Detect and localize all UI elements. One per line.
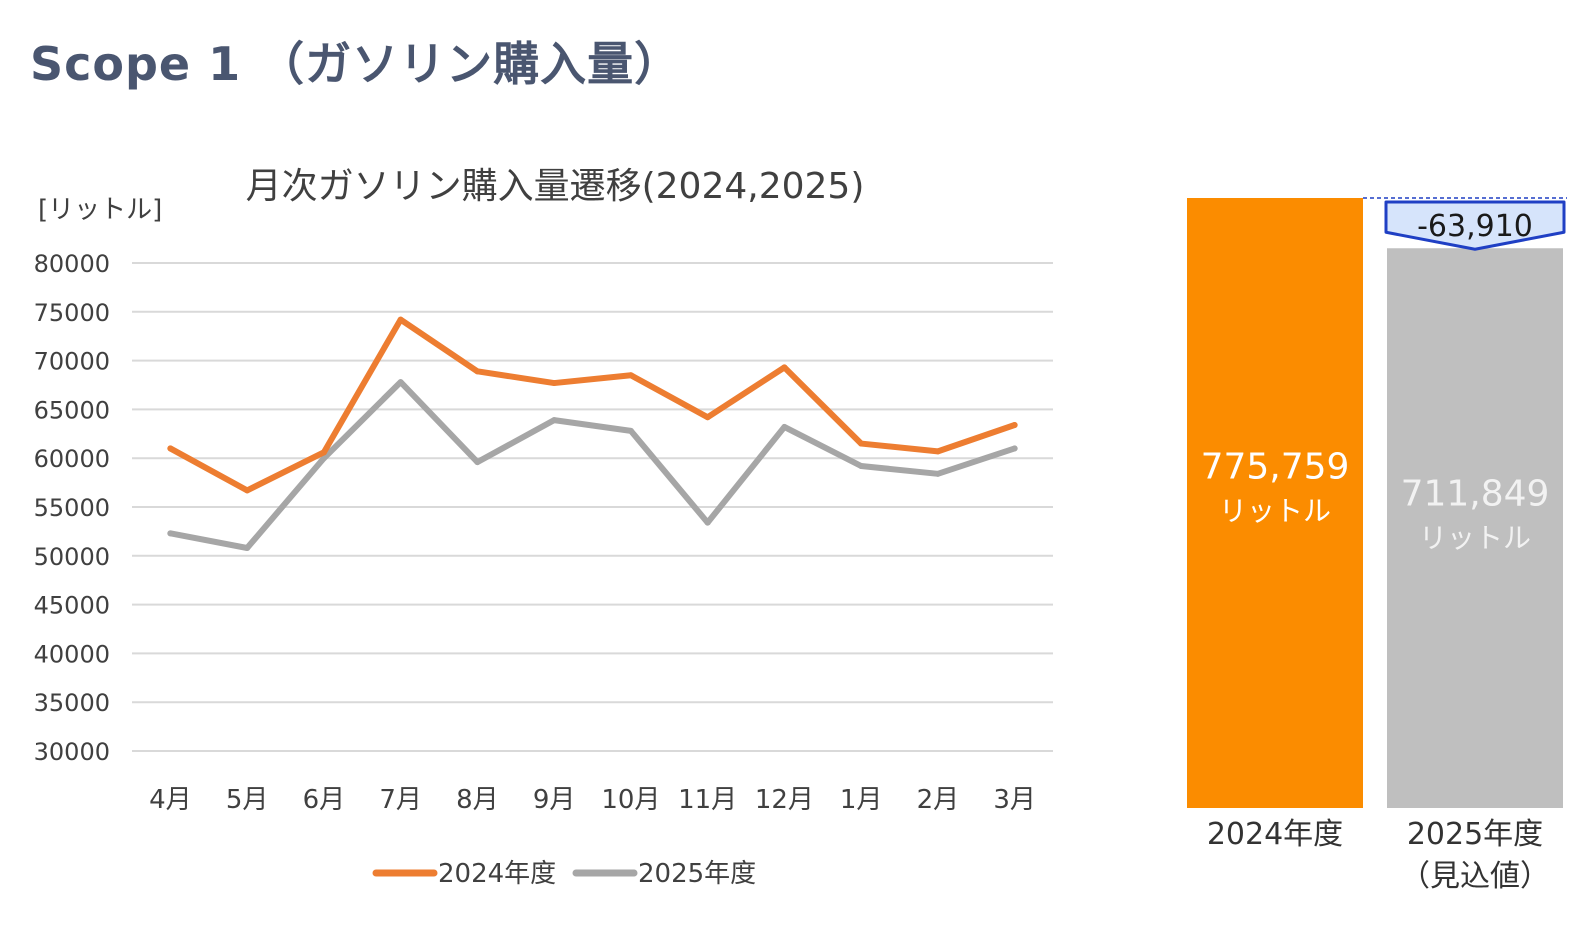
x-tick-label: 3月 (993, 785, 1036, 815)
data-point (551, 380, 558, 387)
data-point (474, 459, 481, 466)
data-point (781, 423, 788, 430)
x-tick-label: 11月 (678, 785, 737, 815)
y-tick-label: 40000 (34, 640, 110, 668)
line-chart: 月次ガソリン購入量遷移(2024,2025) [リットル] 80000 75000 70… (34, 166, 1053, 889)
y-tick-label: 50000 (34, 543, 110, 571)
data-point (704, 519, 711, 526)
data-point (167, 445, 174, 452)
bar-2025年度 (1387, 248, 1563, 808)
data-point (397, 379, 404, 386)
bar-value-label: 775,759 (1201, 447, 1350, 488)
difference-callout (1384, 200, 1566, 251)
legend: 2024年度 2025年度 (372, 859, 756, 889)
data-point (474, 368, 481, 375)
x-tick-label: 7月 (379, 785, 422, 815)
x-tick-label: 12月 (755, 785, 814, 815)
data-point (1011, 422, 1018, 429)
bar-category-label: 2025年度 (1407, 817, 1543, 852)
data-point (244, 487, 251, 494)
y-tick-label: 45000 (34, 592, 110, 620)
data-point (320, 449, 327, 456)
data-point (627, 427, 634, 434)
data-point (1011, 445, 1018, 452)
y-tick-label: 70000 (34, 348, 110, 376)
annual-bar-chart: 775,759 リットル 2024年度 711,849 リットル 2025年度 （見込値） -… (1187, 197, 1567, 894)
data-point (858, 440, 865, 447)
y-tick-label: 80000 (34, 250, 110, 278)
x-tick-label: 8月 (456, 785, 499, 815)
y-tick-label: 30000 (34, 738, 110, 766)
y-tick-label: 75000 (34, 299, 110, 327)
legend-label: 2025年度 (638, 859, 756, 889)
bar-unit-label: リットル (1219, 495, 1331, 528)
gridlines (132, 262, 1053, 752)
y-tick-label: 65000 (34, 396, 110, 424)
data-point (858, 463, 865, 470)
series-line-2025年度 (167, 379, 1018, 551)
x-tick-label: 6月 (303, 785, 346, 815)
y-tick-label: 55000 (34, 494, 110, 522)
data-point (934, 470, 941, 477)
legend-label: 2024年度 (438, 859, 556, 889)
x-tick-label: 5月 (226, 785, 269, 815)
difference-label: -63,910 (1417, 209, 1533, 244)
data-point (934, 448, 941, 455)
bar-2024年度 (1187, 198, 1363, 808)
x-tick-label: 10月 (601, 785, 660, 815)
page-title: Scope 1 （ガソリン購入量） (30, 37, 682, 91)
y-tick-label: 60000 (34, 445, 110, 473)
data-point (397, 316, 404, 323)
data-point (244, 544, 251, 551)
x-tick-label: 9月 (533, 785, 576, 815)
chart-title: 月次ガソリン購入量遷移(2024,2025) (246, 166, 865, 207)
data-point (781, 364, 788, 371)
x-tick-label: 1月 (840, 785, 883, 815)
series-line-2024年度 (167, 316, 1018, 494)
bar-value-label: 711,849 (1401, 474, 1550, 515)
data-point (167, 530, 174, 537)
x-tick-label: 2月 (917, 785, 960, 815)
data-point (627, 372, 634, 379)
data-point (704, 414, 711, 421)
y-tick-label: 35000 (34, 689, 110, 717)
data-point (320, 455, 327, 462)
bar-category-label: 2024年度 (1207, 817, 1343, 852)
bar-unit-label: リットル (1419, 522, 1531, 555)
bar-category-sublabel: （見込値） (1400, 859, 1550, 894)
x-tick-label: 4月 (149, 785, 192, 815)
data-point (551, 417, 558, 424)
y-axis-unit-label: [リットル] (38, 195, 162, 225)
